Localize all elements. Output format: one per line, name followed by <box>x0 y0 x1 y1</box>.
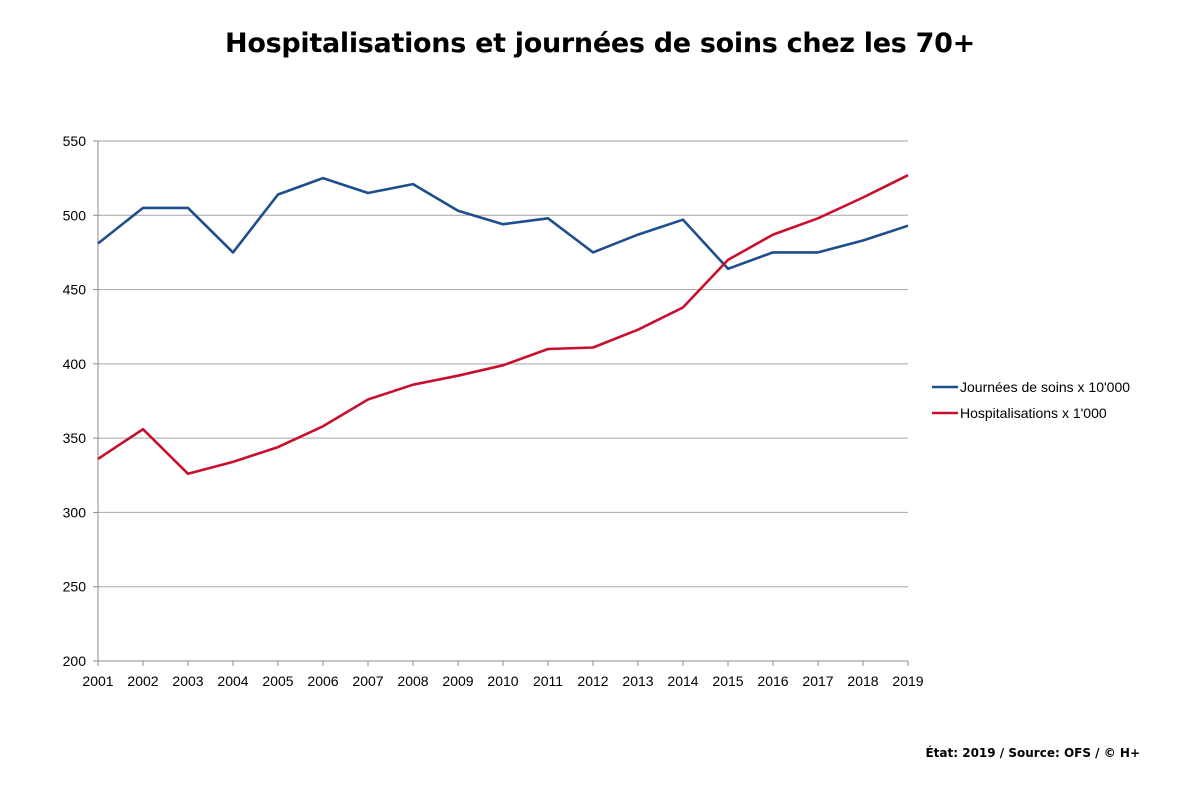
x-tick-label: 2007 <box>352 673 383 689</box>
y-tick-label: 450 <box>63 282 87 298</box>
series-lines <box>97 174 909 476</box>
y-tick-label: 200 <box>63 653 87 669</box>
x-tick-label: 2005 <box>262 673 293 689</box>
x-tick-label: 2004 <box>217 673 248 689</box>
axes <box>97 141 908 662</box>
x-tick-label: 2014 <box>667 673 698 689</box>
y-tick-label: 250 <box>63 579 87 595</box>
x-tick-label: 2010 <box>487 673 518 689</box>
source-note: État: 2019 / Source: OFS / © H+ <box>925 746 1140 760</box>
x-tick-label: 2017 <box>802 673 833 689</box>
legend: Journées de soins x 10'000 Hospitalisatio… <box>932 379 1130 421</box>
x-tick-label: 2013 <box>622 673 653 689</box>
legend-label: Journées de soins x 10'000 <box>960 379 1130 395</box>
series-line-hospitalisations <box>97 174 909 476</box>
y-tick-label: 550 <box>63 133 87 149</box>
x-tick-label: 2006 <box>307 673 338 689</box>
y-tick-label: 400 <box>63 356 87 372</box>
y-tick-label: 500 <box>63 207 87 223</box>
chart-title: Hospitalisations et journées de soins ch… <box>225 28 975 59</box>
x-tick-label: 2002 <box>127 673 158 689</box>
x-tick-label: 2015 <box>712 673 743 689</box>
x-tick-label: 2012 <box>577 673 608 689</box>
x-tick-label: 2018 <box>847 673 878 689</box>
x-tick-label: 2008 <box>397 673 428 689</box>
x-tick-label: 2001 <box>82 673 113 689</box>
x-tick-label: 2016 <box>757 673 788 689</box>
legend-label: Hospitalisations x 1'000 <box>960 405 1107 421</box>
x-tick-label: 2009 <box>442 673 473 689</box>
y-tick-label: 350 <box>63 430 87 446</box>
x-tick-label: 2011 <box>533 673 563 689</box>
y-axis-ticks: 200 250 300 350 400 450 500 550 <box>63 133 98 669</box>
x-tick-label: 2019 <box>892 673 923 689</box>
x-tick-label: 2003 <box>172 673 203 689</box>
y-tick-label: 300 <box>63 504 87 520</box>
gridlines <box>98 140 908 588</box>
x-axis-ticks: 2001 2002 2003 2004 2005 2006 2007 2008 2009 2010… <box>82 661 924 689</box>
series-line-journees-de-soins <box>97 176 909 271</box>
